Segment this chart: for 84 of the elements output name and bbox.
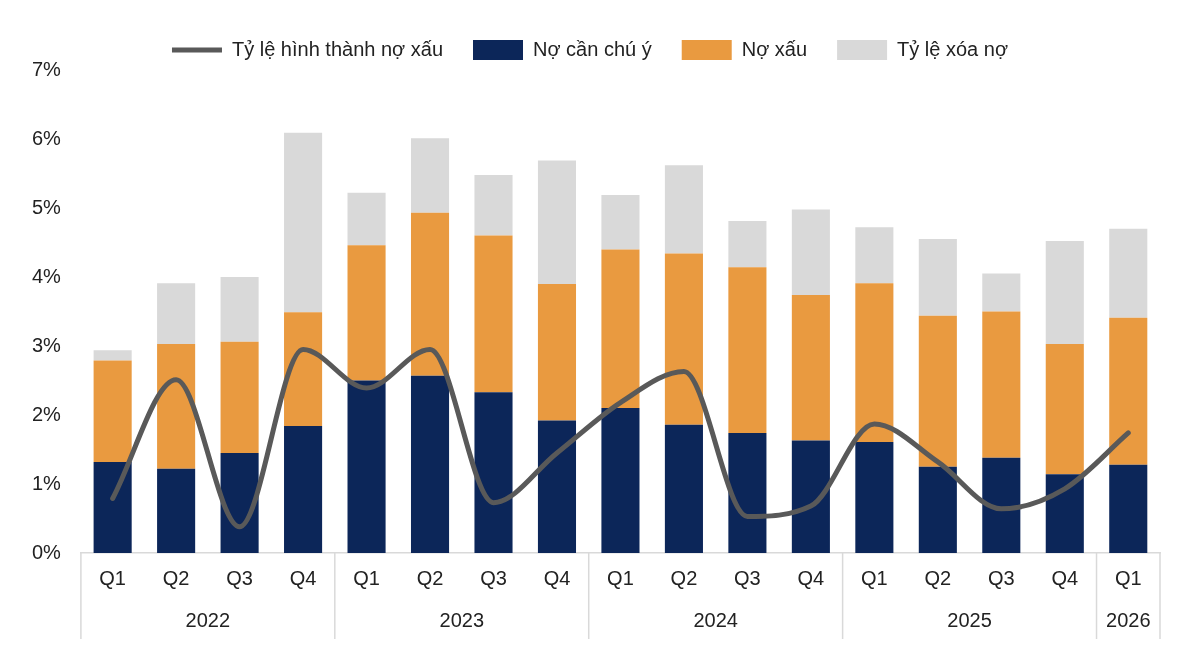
bar — [855, 283, 894, 442]
legend-label: Nợ xấu — [741, 37, 808, 60]
x-tick-label: Q1 — [99, 566, 126, 589]
bar — [1109, 464, 1148, 553]
bar — [601, 408, 640, 553]
bar — [157, 283, 196, 344]
text: 2025 — [947, 608, 992, 631]
y-tick-label: 7% — [32, 57, 62, 80]
bar — [284, 132, 323, 313]
x-tick-label: Q3 — [987, 566, 1015, 589]
x-tick-label: Q2 — [670, 566, 698, 589]
text: 2022 — [185, 608, 231, 631]
bar — [918, 315, 957, 467]
x-tick-label: Q3 — [734, 566, 761, 589]
y-tick-label: 2% — [32, 402, 62, 425]
x-tick-label: Q1 — [1114, 566, 1142, 589]
y-tick-label: 1% — [32, 471, 62, 494]
x-tick-label: Q1 — [607, 566, 634, 589]
y-tick-label: 3% — [32, 333, 62, 356]
bar — [601, 194, 640, 250]
bar — [982, 457, 1021, 553]
bar — [537, 283, 577, 421]
bar — [347, 192, 386, 246]
y-tick-label: 0% — [32, 540, 62, 563]
bar — [601, 249, 640, 409]
bar — [284, 426, 323, 553]
bar — [855, 227, 894, 284]
bar — [791, 294, 830, 441]
x-tick-label: Q3 — [226, 566, 253, 589]
x-tick-label: Q2 — [416, 566, 444, 589]
x-tick-label: Q1 — [353, 566, 380, 589]
bar — [93, 461, 132, 553]
bar — [791, 440, 830, 553]
bar — [1045, 474, 1084, 553]
x-tick-label: Q4 — [1051, 566, 1079, 589]
x-tick-label: Q4 — [543, 566, 571, 589]
bar — [791, 209, 830, 295]
y-tick-label: 6% — [32, 126, 62, 149]
bar — [410, 375, 450, 553]
bar — [284, 312, 323, 427]
bar — [474, 174, 513, 236]
bar — [474, 392, 513, 553]
bar — [157, 468, 196, 553]
bar — [474, 235, 513, 393]
bar — [982, 311, 1021, 458]
bar — [93, 350, 132, 361]
bar — [918, 239, 957, 316]
bar — [410, 138, 450, 213]
bar — [728, 221, 767, 268]
bar — [220, 277, 259, 342]
x-tick-label: Q2 — [162, 566, 190, 589]
bar — [728, 432, 767, 553]
legend-label: Tỷ lệ xóa nợ — [897, 37, 1009, 60]
bar — [537, 160, 577, 284]
y-tick-label: 5% — [32, 195, 62, 218]
bar — [855, 441, 894, 553]
bar — [664, 253, 703, 425]
text: 2026 — [1106, 608, 1151, 631]
bar — [728, 267, 767, 433]
bar — [93, 360, 132, 462]
bar — [1045, 241, 1084, 344]
bar — [410, 212, 450, 376]
legend-label: Tỷ lệ hình thành nợ xấu — [231, 37, 444, 60]
bar — [347, 380, 386, 553]
bar — [664, 165, 703, 254]
bar — [1109, 317, 1148, 465]
y-tick-label: 4% — [32, 264, 62, 287]
bar — [1045, 343, 1084, 475]
bar — [918, 466, 957, 553]
x-tick-label: Q3 — [480, 566, 507, 589]
x-tick-label: Q1 — [861, 566, 888, 589]
x-tick-label: Q2 — [924, 566, 952, 589]
x-tick-label: Q4 — [289, 566, 317, 589]
bar — [664, 424, 703, 553]
bar — [157, 343, 196, 469]
bar — [1109, 228, 1148, 318]
bar — [982, 273, 1021, 312]
x-tick-label: Q4 — [797, 566, 825, 589]
bar — [220, 341, 259, 453]
bar — [537, 420, 577, 553]
legend-label: Nợ cần chú ý — [533, 37, 652, 60]
text: 2024 — [693, 608, 738, 631]
bar — [347, 245, 386, 381]
text: 2023 — [439, 608, 485, 631]
